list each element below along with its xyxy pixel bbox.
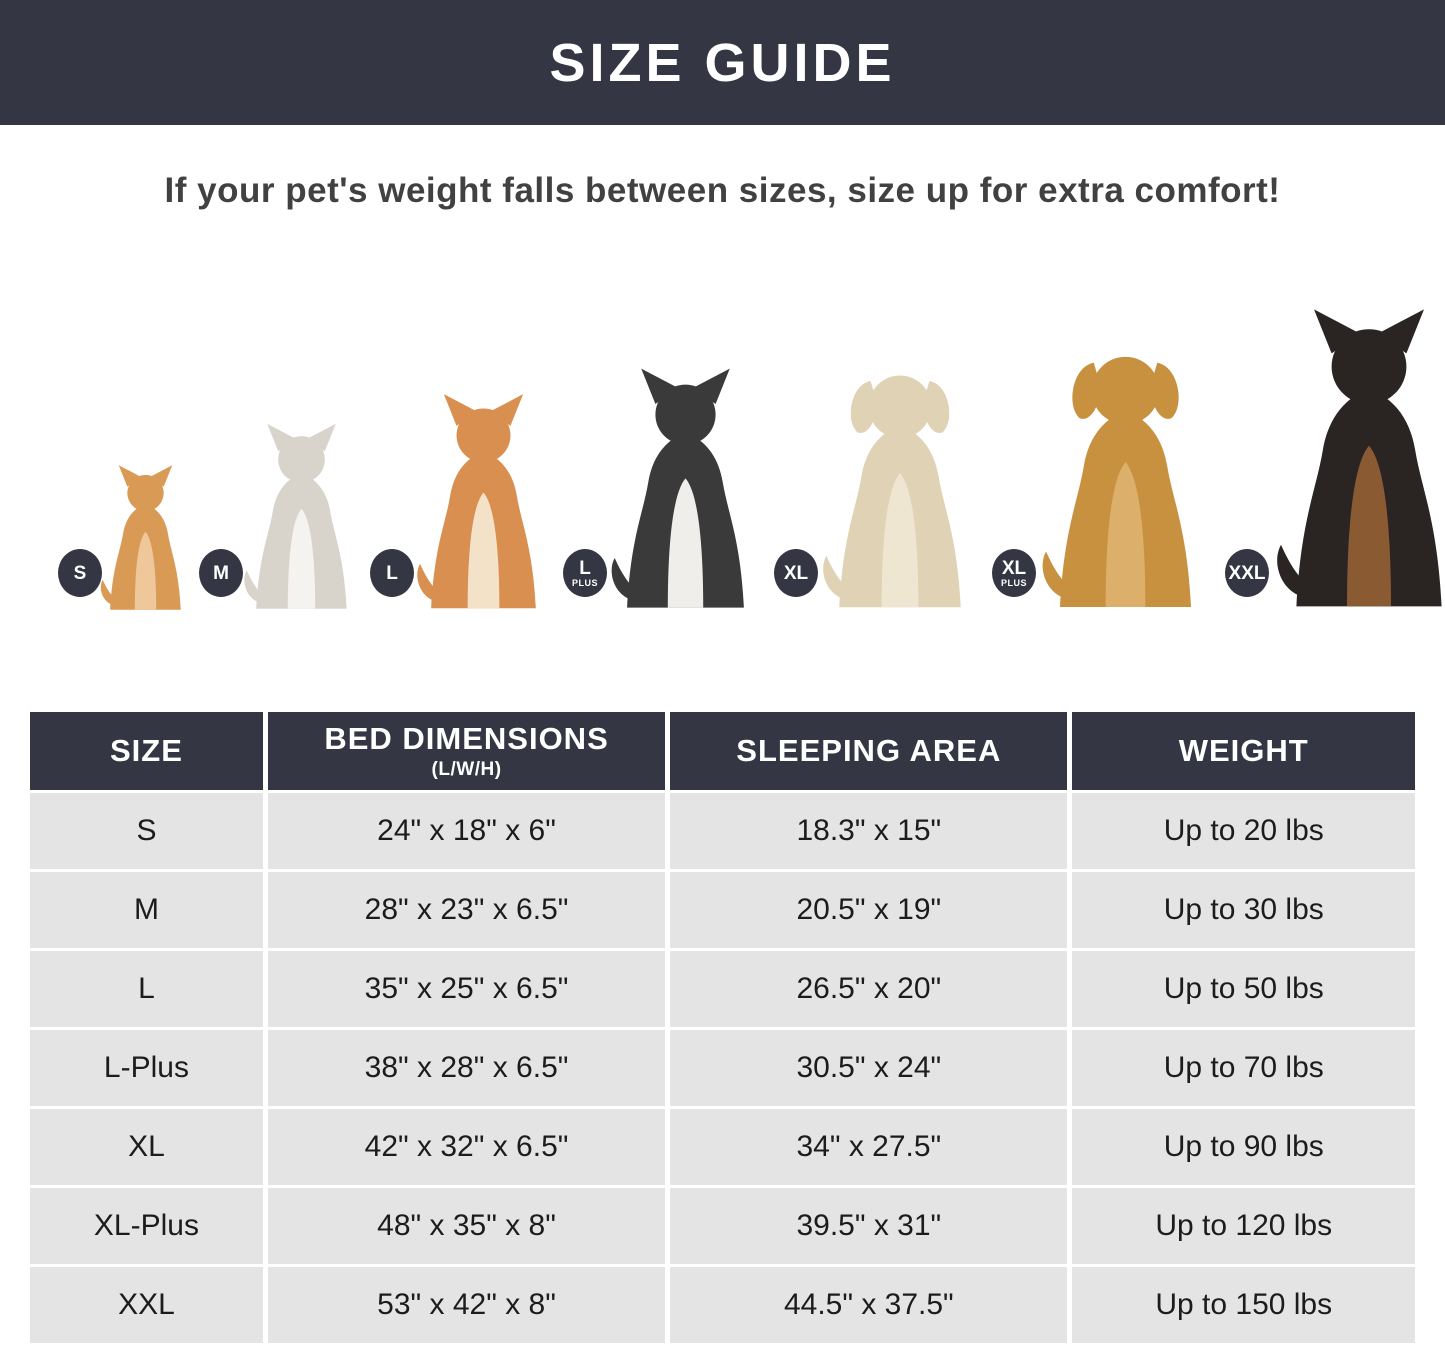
size-cell: S <box>30 793 263 869</box>
table-row: XXL 53" x 42" x 8" 44.5" x 37.5" Up to 1… <box>30 1267 1415 1343</box>
weight-cell: Up to 70 lbs <box>1072 1030 1415 1106</box>
sleeping-area-cell: 30.5" x 24" <box>670 1030 1068 1106</box>
bed-dimensions-subheader: (L/W/H) <box>431 759 502 780</box>
french-bulldog-icon <box>244 423 347 609</box>
size-badge-m: M <box>199 549 243 597</box>
size-badge-l-plus: L PLUS <box>563 549 607 597</box>
table-row: S 24" x 18" x 6" 18.3" x 15" Up to 20 lb… <box>30 793 1415 869</box>
dog-size-comparison-row: S M L L PLUS <box>0 229 1445 621</box>
size-badge-l: L <box>370 549 414 597</box>
sleeping-area-column-header: SLEEPING AREA <box>670 712 1068 790</box>
bed-dimensions-cell: 28" x 23" x 6.5" <box>267 872 666 948</box>
pomeranian-dog-icon <box>100 465 181 610</box>
sleeping-area-cell: 34" x 27.5" <box>670 1109 1068 1185</box>
sleeping-area-cell: 20.5" x 19" <box>670 872 1068 948</box>
dog-figure-s: S <box>58 463 199 613</box>
sleeping-area-cell: 44.5" x 37.5" <box>670 1267 1068 1343</box>
size-cell: L-Plus <box>30 1030 263 1106</box>
size-cell: XXL <box>30 1267 263 1343</box>
weight-cell: Up to 90 lbs <box>1072 1109 1415 1185</box>
bed-dimensions-cell: 38" x 28" x 6.5" <box>267 1030 666 1106</box>
size-table: SIZE BED DIMENSIONS (L/W/H) SLEEPING ARE… <box>25 709 1420 1346</box>
size-badge-xxl: XXL <box>1225 549 1269 597</box>
sleeping-area-cell: 18.3" x 15" <box>670 793 1068 869</box>
weight-cell: Up to 20 lbs <box>1072 793 1415 869</box>
size-badge-xl: XL <box>774 549 818 597</box>
weight-cell: Up to 30 lbs <box>1072 872 1415 948</box>
table-row: XL-Plus 48" x 35" x 8" 39.5" x 31" Up to… <box>30 1188 1415 1264</box>
size-column-header: SIZE <box>30 712 263 790</box>
weight-column-header: WEIGHT <box>1072 712 1415 790</box>
bed-dimensions-cell: 42" x 32" x 6.5" <box>267 1109 666 1185</box>
size-cell: M <box>30 872 263 948</box>
weight-cell: Up to 50 lbs <box>1072 951 1415 1027</box>
shiba-inu-icon <box>417 394 536 609</box>
bed-dimensions-cell: 24" x 18" x 6" <box>267 793 666 869</box>
weight-cell: Up to 120 lbs <box>1072 1188 1415 1264</box>
table-row: XL 42" x 32" x 6.5" 34" x 27.5" Up to 90… <box>30 1109 1415 1185</box>
golden-retriever-icon <box>1042 356 1192 608</box>
doberman-icon <box>1277 309 1442 607</box>
size-badge-xl-plus: XL PLUS <box>992 549 1036 597</box>
size-badge-s: S <box>58 549 102 597</box>
table-row: L-Plus 38" x 28" x 6.5" 30.5" x 24" Up t… <box>30 1030 1415 1106</box>
dog-figure-xl-plus: XL PLUS <box>992 335 1225 613</box>
table-row: M 28" x 23" x 6.5" 20.5" x 19" Up to 30 … <box>30 872 1415 948</box>
dog-figure-xl: XL <box>774 355 992 613</box>
page-title: SIZE GUIDE <box>549 32 896 93</box>
border-collie-icon <box>611 368 744 608</box>
bed-dimensions-cell: 53" x 42" x 8" <box>267 1267 666 1343</box>
size-cell: XL <box>30 1109 263 1185</box>
bed-dimensions-cell: 35" x 25" x 6.5" <box>267 951 666 1027</box>
table-row: L 35" x 25" x 6.5" 26.5" x 20" Up to 50 … <box>30 951 1415 1027</box>
labrador-retriever-icon <box>823 375 961 608</box>
subtitle-text: If your pet's weight falls between sizes… <box>164 171 1281 210</box>
bed-dimensions-cell: 48" x 35" x 8" <box>267 1188 666 1264</box>
dog-figure-l: L <box>370 391 563 613</box>
title-bar: SIZE GUIDE <box>0 0 1445 125</box>
dog-figure-xxl: XXL <box>1225 305 1445 613</box>
dog-figure-m: M <box>199 421 370 613</box>
dog-figure-l-plus: L PLUS <box>563 365 774 613</box>
table-header-row: SIZE BED DIMENSIONS (L/W/H) SLEEPING ARE… <box>30 712 1415 790</box>
weight-cell: Up to 150 lbs <box>1072 1267 1415 1343</box>
sleeping-area-cell: 39.5" x 31" <box>670 1188 1068 1264</box>
bed-dimensions-column-header: BED DIMENSIONS (L/W/H) <box>267 712 666 790</box>
size-cell: L <box>30 951 263 1027</box>
sleeping-area-cell: 26.5" x 20" <box>670 951 1068 1027</box>
size-cell: XL-Plus <box>30 1188 263 1264</box>
